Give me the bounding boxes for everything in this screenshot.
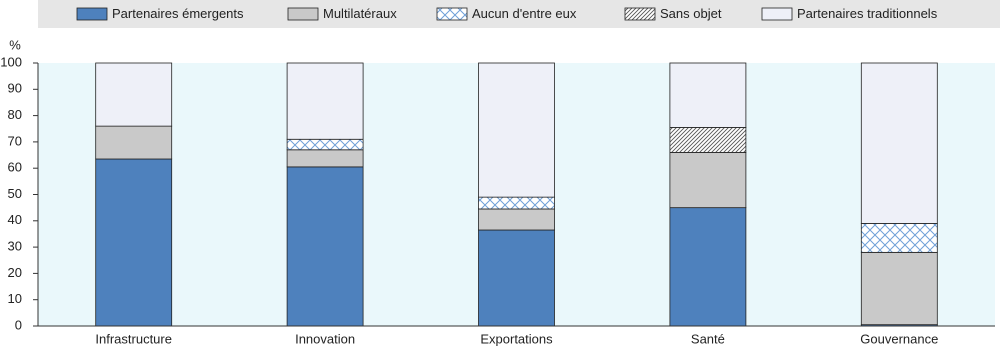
y-axis-label: %	[9, 37, 21, 52]
legend-label: Aucun d'entre eux	[472, 6, 577, 21]
bar-segment	[860, 223, 938, 253]
bar-segment	[95, 62, 173, 127]
bar-segment	[669, 127, 747, 153]
bar-segment	[286, 62, 364, 140]
bar-segment	[669, 62, 747, 128]
bar-segment	[478, 208, 555, 231]
x-tick-label: Exportations	[480, 331, 553, 346]
bar-segment	[478, 196, 555, 210]
x-tick-label: Infrastructure	[95, 331, 172, 346]
y-tick-label: 100	[0, 54, 22, 69]
x-tick-label: Santé	[691, 331, 725, 346]
y-tick-label: 70	[8, 133, 22, 148]
legend-swatch	[624, 7, 656, 21]
y-tick-label: 20	[8, 265, 22, 280]
y-tick-label: 60	[8, 160, 22, 175]
legend-label: Multilatéraux	[323, 6, 397, 21]
bar-segment	[95, 158, 173, 327]
bar-segment	[95, 125, 173, 160]
legend-background	[38, 0, 1000, 28]
y-tick-label: 80	[8, 107, 22, 122]
legend-label: Partenaires émergents	[112, 6, 244, 21]
legend-swatch	[436, 7, 468, 21]
legend-swatch	[287, 7, 319, 21]
y-tick-label: 90	[8, 81, 22, 96]
legend-label: Partenaires traditionnels	[797, 6, 938, 21]
y-tick-label: 40	[8, 212, 22, 227]
bar-segment	[478, 62, 555, 198]
bar-segment	[286, 166, 364, 327]
bar-segment	[286, 149, 364, 168]
legend-swatch	[76, 7, 108, 21]
bar-segment	[286, 138, 364, 151]
legend-swatch	[761, 7, 793, 21]
bar-segment	[669, 152, 747, 209]
x-tick-label: Innovation	[295, 331, 355, 346]
y-tick-label: 0	[15, 317, 22, 332]
bar-segment	[860, 251, 938, 326]
x-tick-label: Gouvernance	[860, 331, 938, 346]
bar-segment	[669, 207, 747, 327]
bar-segment	[478, 229, 555, 327]
bar-segment	[860, 62, 938, 224]
legend-label: Sans objet	[660, 6, 722, 21]
y-tick-label: 30	[8, 239, 22, 254]
y-tick-label: 50	[8, 186, 22, 201]
y-tick-label: 10	[8, 291, 22, 306]
